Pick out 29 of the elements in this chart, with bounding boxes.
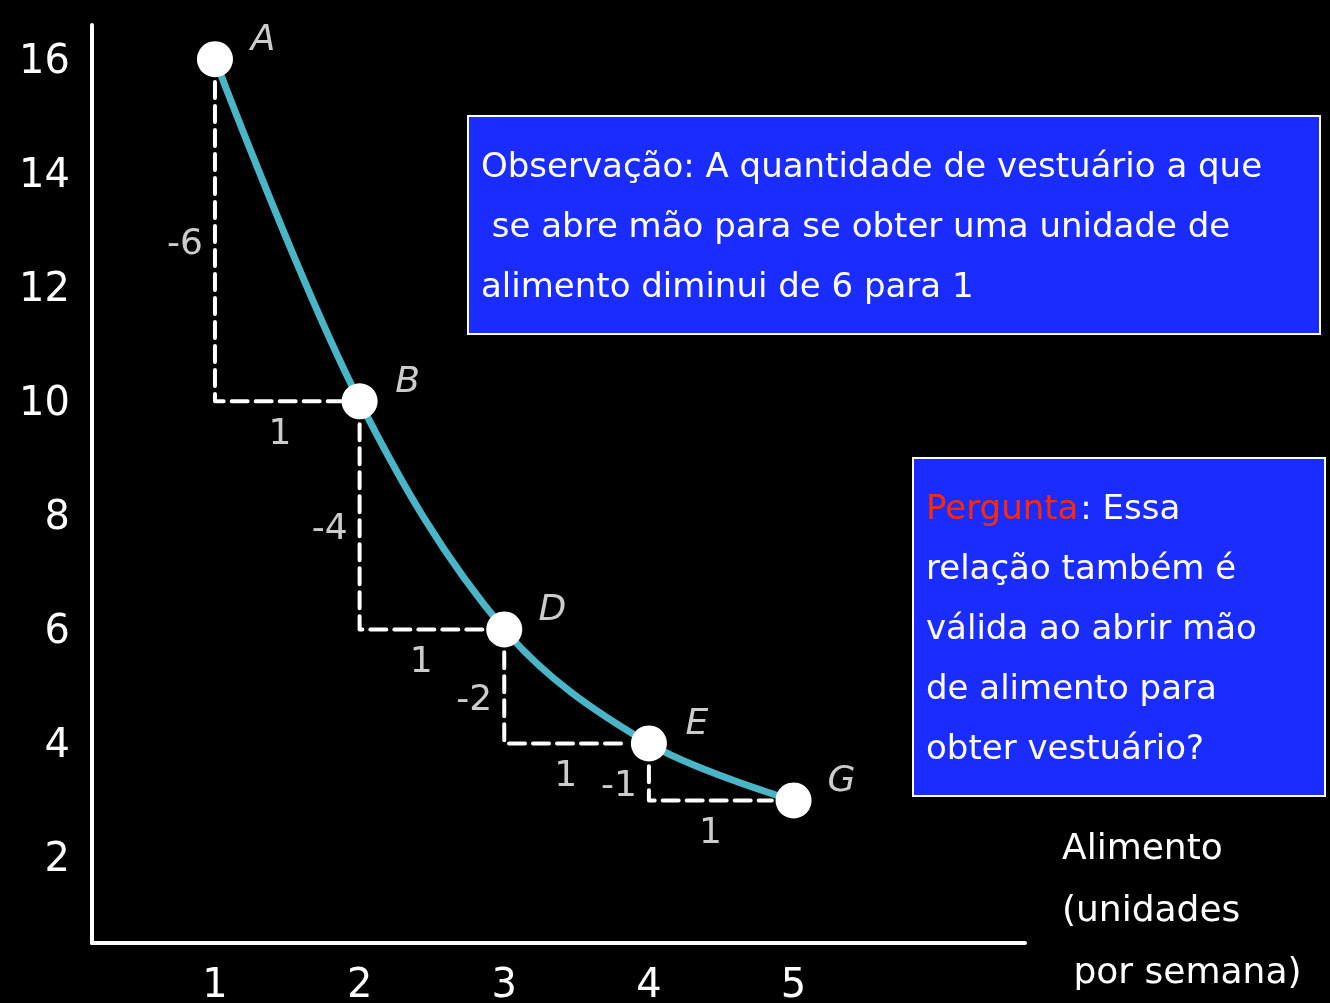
annotation: -6 xyxy=(167,221,203,263)
annotation: E xyxy=(685,700,709,742)
annotation: 1 xyxy=(698,809,722,851)
annotation: Observação: A quantidade de vestuário a que se abre mão para se obter uma unidade de alimento diminui de 6 para 1 xyxy=(481,145,1263,305)
y-tick-label: 6 xyxy=(44,606,70,653)
y-tick-label: 16 xyxy=(19,36,70,83)
annotation: G xyxy=(827,757,856,799)
annotation: -4 xyxy=(311,506,348,548)
y-tick-label: 14 xyxy=(19,150,70,197)
y-tick-label: 12 xyxy=(19,264,70,311)
x-tick-label: 5 xyxy=(780,960,807,1003)
annotation: 1 xyxy=(409,638,433,680)
x-tick-label: 4 xyxy=(636,960,662,1003)
y-tick-label: 4 xyxy=(44,720,70,767)
annotation: B xyxy=(395,358,420,400)
y-tick-label: 10 xyxy=(19,378,70,425)
y-tick-label: 8 xyxy=(44,492,70,539)
annotation: 1 xyxy=(268,410,292,452)
y-tick-label: 2 xyxy=(44,834,70,881)
annotation: D xyxy=(538,586,567,628)
x-tick-label: 3 xyxy=(491,960,517,1003)
x-tick-label: 2 xyxy=(346,960,373,1003)
x-tick-label: 1 xyxy=(202,960,228,1003)
x-axis-title: Alimento (unidades por semana) xyxy=(1062,825,1302,991)
annotation: -1 xyxy=(600,762,637,804)
annotation: 1 xyxy=(554,752,578,794)
annotation: Pergunta: Essa relação também é válida ao abrir mão de alimento para obter vestuário? xyxy=(926,487,1268,767)
annotation: -2 xyxy=(456,677,493,719)
annotation: A xyxy=(248,16,276,58)
